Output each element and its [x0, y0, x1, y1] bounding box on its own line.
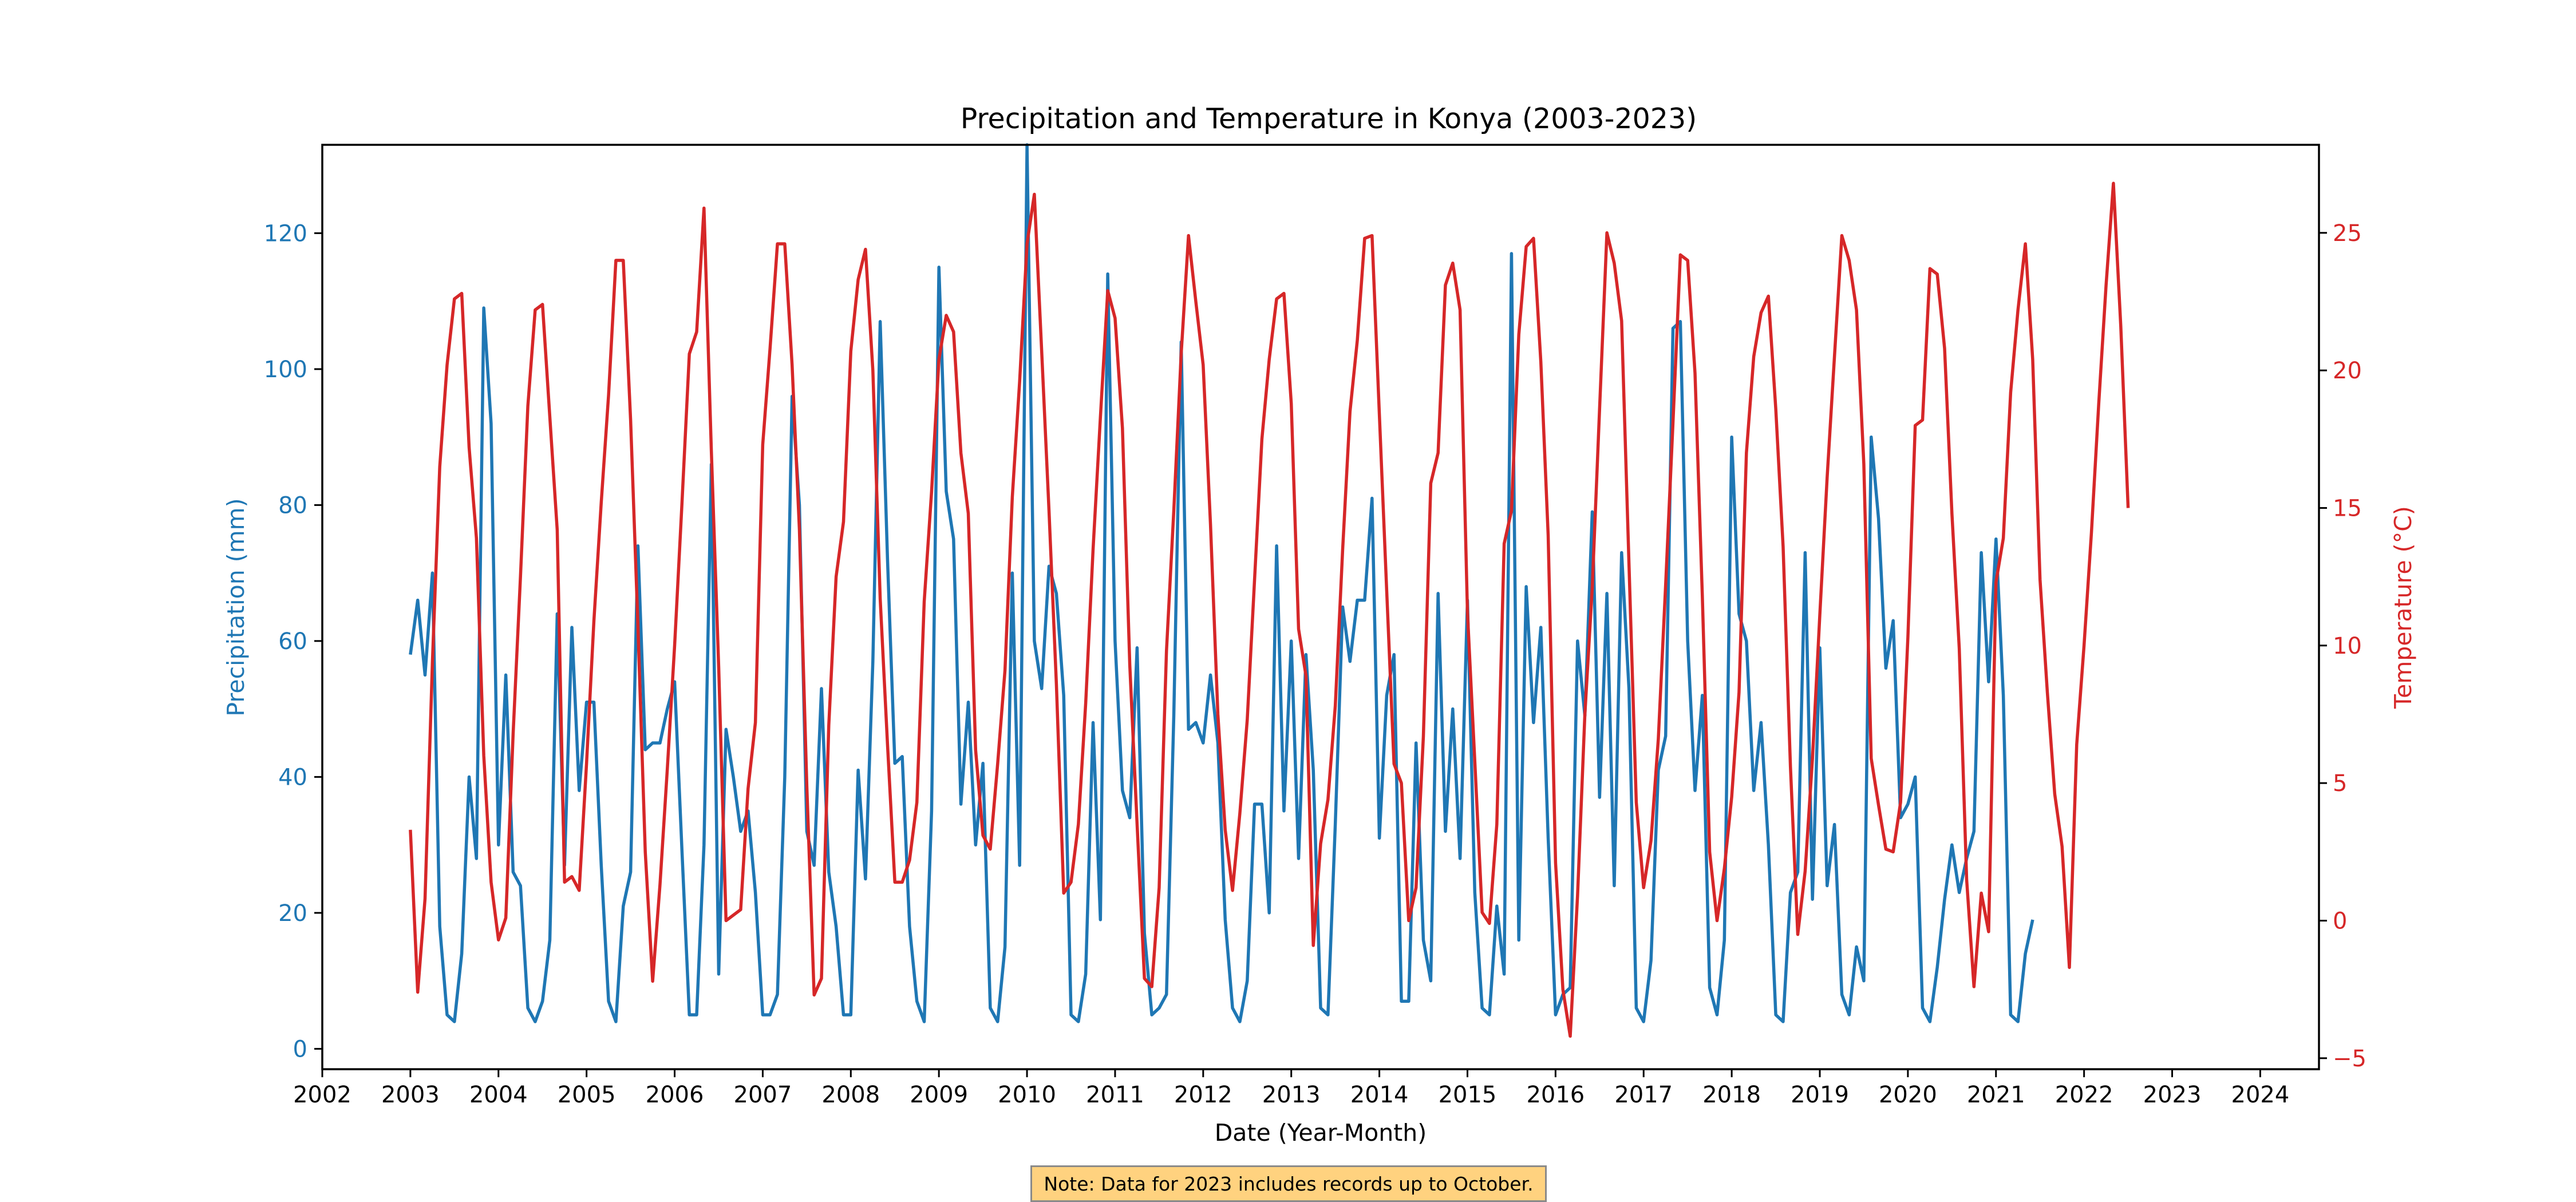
x-axis: 2002 2003 2004 2005 2006 2007 2008 2009 2010 2011…	[293, 1069, 2289, 1108]
x-tick-label: 2006	[646, 1082, 704, 1108]
plot-frame	[321, 144, 2320, 1070]
y-right-tick-label: 15	[2333, 495, 2362, 521]
x-tick-label: 2022	[2055, 1082, 2113, 1108]
x-tick-label: 2007	[734, 1082, 792, 1108]
x-tick-label: 2011	[1086, 1082, 1144, 1108]
x-axis-label: Date (Year-Month)	[1215, 1119, 1427, 1146]
y-left-tick-label: 40	[278, 764, 307, 790]
y-left-tick-label: 0	[293, 1036, 307, 1062]
series-line-precipitation	[409, 143, 2034, 1023]
y-left-tick-label: 60	[278, 628, 307, 655]
x-tick-label: 2005	[558, 1082, 616, 1108]
x-tick-label: 2010	[998, 1082, 1056, 1108]
y-left-tick-label: 80	[278, 492, 307, 519]
x-tick-label: 2017	[1614, 1082, 1673, 1108]
y-right-tick-label: 5	[2333, 770, 2347, 797]
data-note-box: Note: Data for 2023 includes records up …	[1030, 1165, 1547, 1202]
x-tick-label: 2018	[1702, 1082, 1761, 1108]
x-tick-label: 2003	[381, 1082, 440, 1108]
y-left-tick-label: 100	[264, 357, 307, 383]
y-left-tick-label: 20	[278, 900, 307, 927]
x-tick-label: 2020	[1879, 1082, 1937, 1108]
x-tick-label: 2004	[469, 1082, 528, 1108]
x-tick-label: 2014	[1350, 1082, 1409, 1108]
x-tick-label: 2002	[293, 1082, 351, 1108]
x-tick-label: 2016	[1526, 1082, 1585, 1108]
y-right-tick-label: 20	[2333, 358, 2362, 384]
y-axis-right: −5 0 5 10 15 20 25	[2319, 220, 2366, 1072]
x-tick-label: 2021	[1967, 1082, 2025, 1108]
y-axis-left-label: Precipitation (mm)	[222, 498, 250, 716]
y-right-tick-label: 25	[2333, 220, 2362, 247]
y-right-tick-label: −5	[2333, 1046, 2366, 1072]
y-axis-right-label: Temperature (°C)	[2389, 506, 2417, 709]
plot-series-group	[409, 143, 2130, 1038]
x-tick-label: 2023	[2143, 1082, 2202, 1108]
y-right-tick-label: 0	[2333, 908, 2347, 934]
x-tick-label: 2015	[1439, 1082, 1497, 1108]
x-tick-label: 2012	[1174, 1082, 1232, 1108]
y-right-tick-label: 10	[2333, 633, 2362, 659]
series-line-temperature	[409, 181, 2130, 1038]
x-tick-label: 2024	[2231, 1082, 2290, 1108]
y-axis-left: 0 20 40 60 80 100 120	[264, 220, 322, 1062]
x-tick-label: 2009	[910, 1082, 968, 1108]
x-tick-label: 2013	[1262, 1082, 1321, 1108]
y-left-tick-label: 120	[264, 220, 307, 247]
chart-title: Precipitation and Temperature in Konya (…	[961, 102, 1697, 135]
x-tick-label: 2008	[821, 1082, 880, 1108]
x-tick-label: 2019	[1791, 1082, 1849, 1108]
